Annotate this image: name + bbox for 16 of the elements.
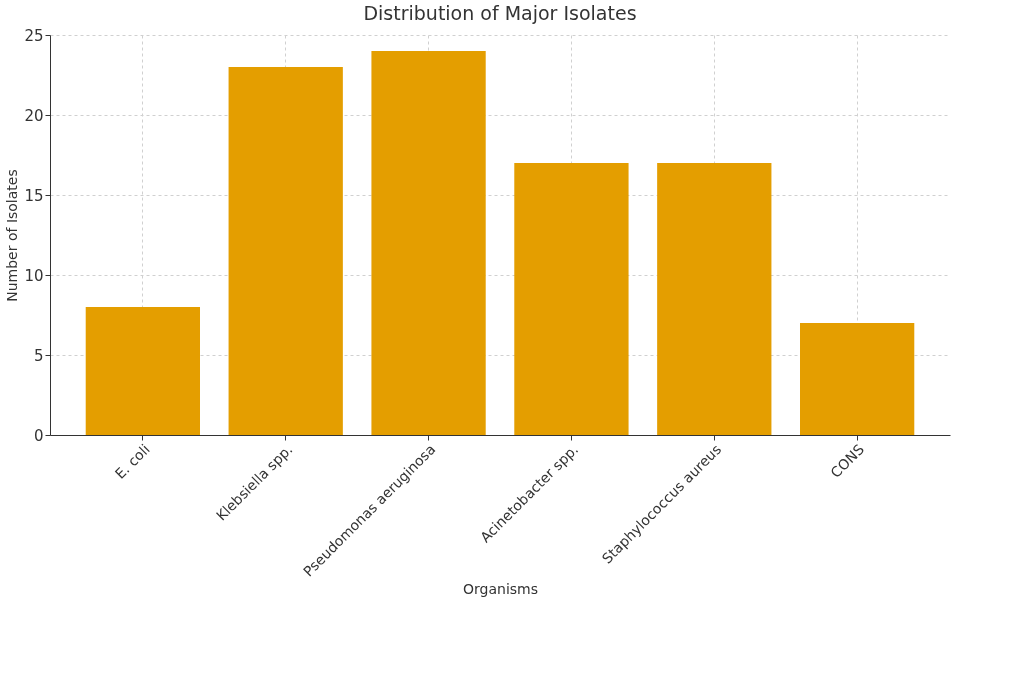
y-axis-title: Number of Isolates [4, 169, 21, 302]
bar [514, 163, 629, 435]
bar [371, 51, 486, 435]
y-tick-label: 10 [24, 266, 44, 285]
chart-title: Distribution of Major Isolates [363, 2, 637, 24]
y-tick-label: 0 [33, 426, 44, 445]
y-tick-label: 15 [24, 186, 44, 205]
bar [85, 307, 200, 435]
x-axis-title: Organisms [463, 581, 538, 598]
x-tick-label: E. coli [111, 441, 153, 482]
bar [657, 163, 772, 435]
bar [800, 323, 915, 435]
y-tick-label: 20 [24, 106, 44, 125]
bar [228, 67, 343, 435]
y-tick-label: 5 [33, 346, 44, 365]
y-tick-label: 25 [24, 26, 44, 45]
